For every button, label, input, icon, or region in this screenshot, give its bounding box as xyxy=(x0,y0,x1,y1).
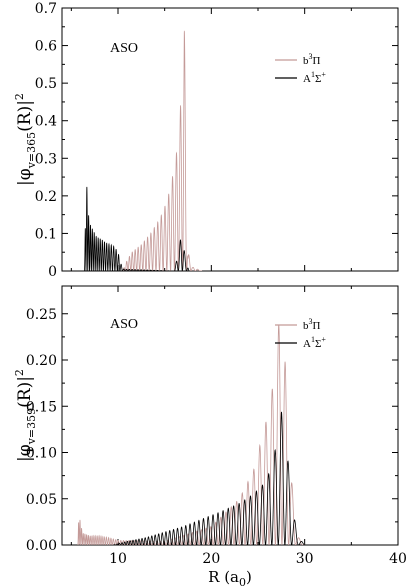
y-tick-label: 0.00 xyxy=(26,538,57,554)
y-tick-label: 0.6 xyxy=(35,39,57,55)
panel-1: 0 0.1 0.2 0.3 0.4 0.5 0.6 0.7 ASO b3Π A1Σ+ |φv=365(… xyxy=(13,1,399,280)
series-line xyxy=(113,411,305,545)
y-tick-label: 0.4 xyxy=(35,114,57,130)
y-tick-label: 0.2 xyxy=(35,189,57,205)
x-tick-label: 30 xyxy=(296,551,314,567)
x-tick-label: 20 xyxy=(202,551,220,567)
y-axis-label: |φv=365(R)|2 xyxy=(13,93,38,186)
y-tick-label: 0.25 xyxy=(26,307,57,323)
x-tick-label: 40 xyxy=(389,551,407,567)
y-tick-label: 0.7 xyxy=(35,1,57,17)
y-axis-label: |φv=359(R)|2 xyxy=(13,369,38,462)
plot-frame xyxy=(61,285,399,546)
legend-entry: b3Π xyxy=(303,52,321,67)
legend-entry: A1Σ+ xyxy=(303,335,326,350)
series-line xyxy=(84,186,190,271)
legend-entry: b3Π xyxy=(303,317,321,332)
y-tick-label: 0 xyxy=(48,264,57,280)
x-axis-label: R (a0) xyxy=(208,568,252,588)
y-tick-label: 0.20 xyxy=(26,353,57,369)
annotation-label: ASO xyxy=(110,317,138,332)
annotation-label: ASO xyxy=(110,41,138,56)
series-line xyxy=(122,30,203,271)
y-tick-label: 0.5 xyxy=(35,76,57,92)
y-tick-label: 0.3 xyxy=(35,151,57,167)
y-tick-label: 0.10 xyxy=(26,446,57,462)
panel-2: 0.00 0.05 0.10 0.15 0.20 0.25 10 20 30 40 ASO b3Π A1… xyxy=(13,285,407,588)
y-tick-label: 0.15 xyxy=(26,399,57,415)
y-tick-label: 0.1 xyxy=(35,226,57,242)
y-tick-label: 0.05 xyxy=(26,492,57,508)
legend-entry: A1Σ+ xyxy=(303,70,326,85)
x-tick-label: 10 xyxy=(109,551,127,567)
